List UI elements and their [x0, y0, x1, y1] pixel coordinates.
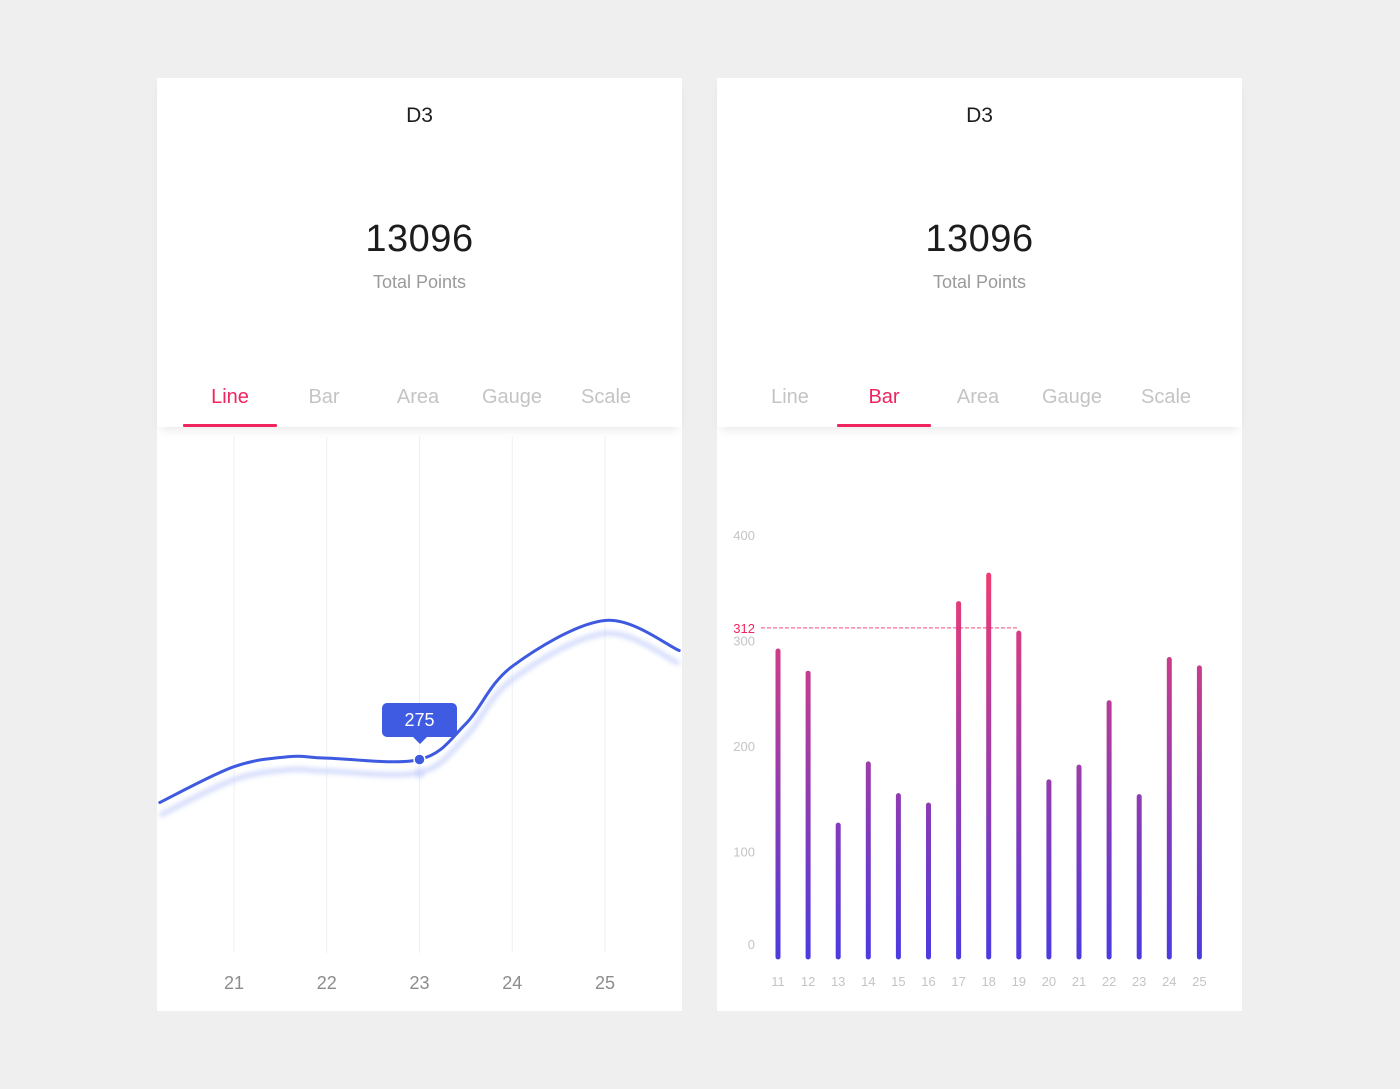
tab-gauge[interactable]: Gauge [481, 386, 543, 408]
tab-area[interactable]: Area [956, 386, 1000, 408]
x-tick-label: 19 [1012, 974, 1026, 989]
x-tick-label: 15 [891, 974, 905, 989]
tab-scale[interactable]: Scale [1140, 386, 1192, 408]
card-header: D3 13096 Total Points Line Bar Area Gaug… [717, 78, 1242, 427]
tab-bar[interactable]: Bar [308, 386, 340, 408]
x-tick-label: 22 [317, 973, 337, 993]
x-tick-label: 22 [1102, 974, 1116, 989]
x-tick-label: 20 [1042, 974, 1056, 989]
tab-gauge[interactable]: Gauge [1041, 386, 1103, 408]
app-title: D3 [406, 104, 433, 127]
x-tick-label: 25 [595, 973, 615, 993]
card-header: D3 13096 Total Points Line Bar Area Gaug… [157, 78, 682, 427]
x-tick-label: 18 [981, 974, 995, 989]
x-tick-label: 23 [409, 973, 429, 993]
total-points-label: Total Points [372, 272, 467, 292]
chart-type-tabs: Line Bar Area Gauge Scale [183, 378, 653, 427]
tab-bar[interactable]: Bar [837, 378, 931, 427]
x-tick-label: 24 [502, 973, 522, 993]
tab-scale[interactable]: Scale [580, 386, 632, 408]
x-tick-label: 13 [831, 974, 845, 989]
x-tick-label: 16 [921, 974, 935, 989]
x-tick-label: 25 [1192, 974, 1206, 989]
x-tick-label: 21 [224, 973, 244, 993]
x-tick-label: 17 [951, 974, 965, 989]
x-tick-label: 24 [1162, 974, 1176, 989]
total-points-value: 13096 [365, 218, 474, 260]
tab-line[interactable]: Line [183, 378, 277, 427]
y-tick-label: 0 [748, 937, 755, 952]
line-chart: 21 22 23 24 25 [158, 437, 681, 993]
line-chart-area: 21 22 23 24 25 275 [157, 427, 682, 1011]
y-tick-label: 300 [733, 634, 755, 649]
total-points-label: Total Points [932, 272, 1027, 292]
line-chart-card: D3 13096 Total Points Line Bar Area Gaug… [157, 78, 682, 1011]
y-tick-label: 200 [733, 739, 755, 754]
bar-chart: 0 100 200 300 400 312 11 12 13 14 15 16 17 18 19 20 21 22… [733, 528, 1206, 989]
chart-type-tabs: Line Bar Area Gauge Scale [743, 378, 1213, 427]
x-tick-label: 11 [771, 974, 785, 989]
x-tick-label: 12 [801, 974, 815, 989]
bar-chart-area: 0 100 200 300 400 312 11 12 13 14 15 16 17 18 19 20 21 22… [717, 427, 1242, 1011]
y-tick-label: 400 [733, 528, 755, 543]
bar-chart-card: D3 13096 Total Points Line Bar Area Gaug… [717, 78, 1242, 1011]
point-shadow [414, 768, 425, 779]
value-tooltip: 275 [382, 702, 457, 744]
y-tick-label: 100 [733, 845, 755, 860]
total-points-value: 13096 [925, 218, 1034, 260]
x-tick-label: 21 [1072, 974, 1086, 989]
reference-label: 312 [733, 621, 755, 636]
app-title: D3 [966, 104, 993, 127]
tab-area[interactable]: Area [396, 386, 440, 408]
tab-line[interactable]: Line [771, 386, 809, 408]
x-tick-label: 23 [1132, 974, 1146, 989]
x-tick-label: 14 [861, 974, 875, 989]
highlight-point[interactable] [413, 753, 426, 766]
